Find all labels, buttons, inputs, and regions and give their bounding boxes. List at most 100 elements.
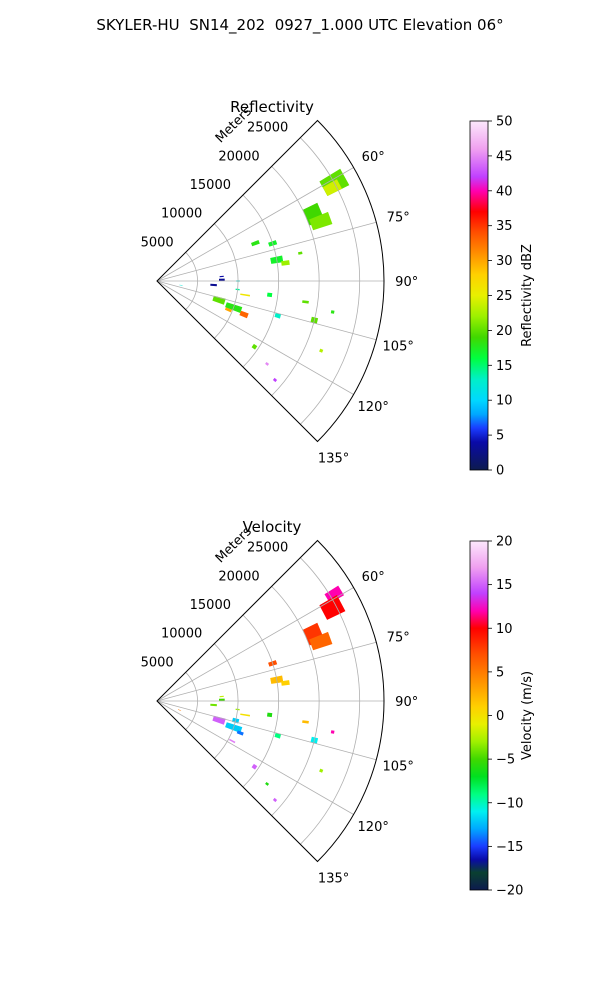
echo-cell	[267, 712, 273, 718]
figure-title: SKYLER-HU SN14_202 0927_1.000 UTC Elevat…	[96, 16, 504, 34]
azimuth-spoke	[156, 587, 354, 702]
azimuth-tick-label: 120°	[358, 820, 389, 835]
reflectivity-colorbar-label: Reflectivity dBZ	[520, 244, 535, 347]
sector-frame	[156, 539, 385, 863]
colorbar-tick-label: 50	[496, 115, 513, 130]
range-tick-label: 20000	[218, 149, 259, 164]
colorbar-tick-label: 10	[496, 622, 513, 637]
echo-cell	[212, 295, 226, 305]
colorbar-tick-label: 0	[496, 464, 504, 479]
azimuth-tick-label: 75°	[387, 210, 410, 225]
range-tick-label: 15000	[190, 178, 231, 193]
colorbar-tick-label: 15	[496, 359, 513, 374]
echo-cell	[272, 797, 278, 803]
echo-cell	[240, 713, 250, 717]
echo-cell	[267, 292, 273, 298]
azimuth-tick-label: 135°	[318, 452, 349, 467]
range-tick-label: 25000	[247, 541, 288, 556]
echo-cell	[274, 312, 282, 319]
colorbar-tick-label: 10	[496, 394, 513, 409]
velocity-colorbar-label: Velocity (m/s)	[520, 671, 535, 760]
echo-cell	[309, 211, 333, 231]
velocity-panel: Velocity 5000 10000 15000 20000 25000 60° 75°…	[141, 518, 535, 899]
azimuth-spoke	[156, 221, 377, 282]
velocity-azimuth-labels: 60° 75° 90° 105° 120° 135°	[318, 570, 418, 887]
range-tick-label: 25000	[247, 121, 288, 136]
echo-cell	[229, 738, 236, 744]
azimuth-tick-label: 105°	[383, 340, 414, 355]
colorbar-tick-label: 5	[496, 429, 504, 444]
azimuth-spoke	[156, 280, 377, 341]
reflectivity-range-labels: 5000 10000 15000 20000 25000	[141, 121, 289, 251]
echo-cell	[219, 698, 225, 701]
echo-cell	[251, 763, 258, 770]
velocity-echoes	[178, 585, 346, 803]
echo-cell	[319, 768, 324, 773]
echo-cell	[309, 631, 333, 651]
echo-cell	[219, 275, 224, 278]
colorbar-tick-label: 25	[496, 289, 513, 304]
echo-cell	[251, 240, 260, 247]
colorbar-tick-label: 40	[496, 184, 513, 199]
azimuth-tick-label: 75°	[387, 630, 410, 645]
colorbar-tick-label: 20	[496, 535, 513, 550]
colorbar-tick-label: −15	[496, 840, 523, 855]
azimuth-tick-label: 135°	[318, 872, 349, 887]
colorbar-tick-label: −20	[496, 884, 523, 899]
echo-cell	[179, 284, 183, 286]
echo-cell	[324, 585, 344, 604]
echo-cell	[236, 730, 244, 736]
colorbar-tick-label: 0	[496, 709, 504, 724]
velocity-title: Velocity	[243, 518, 302, 536]
reflectivity-title: Reflectivity	[230, 98, 314, 116]
echo-cell	[281, 680, 290, 686]
velocity-grid	[156, 539, 385, 863]
azimuth-tick-label: 90°	[395, 695, 418, 710]
echo-cell	[319, 348, 324, 353]
azimuth-spoke	[156, 167, 354, 282]
echo-cell	[330, 310, 335, 314]
echo-cell	[219, 695, 224, 698]
echo-cell	[219, 278, 225, 281]
echo-cell	[322, 179, 342, 196]
azimuth-tick-label: 90°	[395, 275, 418, 290]
colorbar-tick-label: −10	[496, 796, 523, 811]
echo-cell	[212, 715, 226, 725]
azimuth-spoke	[156, 641, 377, 702]
echo-cell	[210, 703, 217, 707]
echo-cell	[330, 730, 335, 734]
colorbar-tick-label: −5	[496, 753, 515, 768]
reflectivity-azimuth-labels: 60° 75° 90° 105° 120° 135°	[318, 150, 418, 467]
reflectivity-colorbar: 0 5 10 15 20 25 30 35 40 45 50	[469, 115, 513, 479]
colorbar-tick-label: 35	[496, 219, 513, 234]
echo-cell	[251, 343, 258, 350]
echo-cell	[178, 709, 182, 711]
velocity-colorbar: −20 −15 −10 −5 0 5 10 15 20	[469, 535, 523, 899]
range-tick-label: 5000	[141, 655, 174, 670]
echo-cell	[302, 300, 309, 304]
range-tick-label: 5000	[141, 235, 174, 250]
reflectivity-panel: Reflectivity 5000 10000 15000 20000 25000 60…	[141, 98, 535, 479]
colorbar-tick-label: 45	[496, 149, 513, 164]
colorbar-tick-label: 5	[496, 665, 504, 680]
echo-cell	[319, 595, 346, 620]
echo-cell	[265, 782, 270, 786]
echo-cell	[265, 362, 270, 366]
reflectivity-grid	[156, 119, 385, 443]
range-tick-label: 10000	[161, 207, 202, 222]
azimuth-tick-label: 120°	[358, 400, 389, 415]
echo-cell	[240, 293, 250, 297]
colorbar-tick-label: 15	[496, 578, 513, 593]
echo-cell	[210, 283, 217, 287]
sector-frame	[156, 119, 385, 443]
echo-cell	[298, 251, 303, 255]
echo-cell	[302, 720, 309, 724]
range-tick-label: 15000	[190, 598, 231, 613]
range-tick-label: 10000	[161, 627, 202, 642]
colorbar-bar	[469, 540, 489, 891]
echo-cell	[274, 732, 282, 739]
range-tick-label: 20000	[218, 569, 259, 584]
colorbar-tick-label: 20	[496, 324, 513, 339]
reflectivity-echoes	[179, 168, 350, 383]
